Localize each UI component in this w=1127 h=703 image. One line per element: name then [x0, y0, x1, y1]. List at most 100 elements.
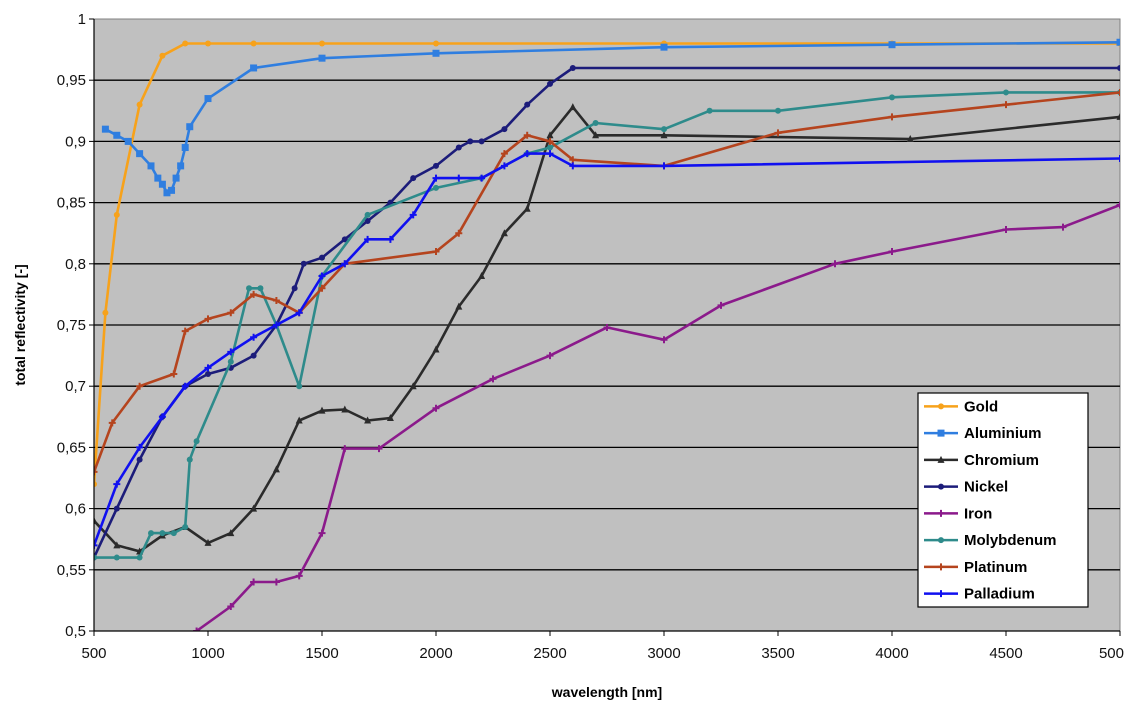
x-axis-title: wavelength [nm] [551, 684, 662, 700]
data-point-chromium [295, 416, 303, 424]
data-point-palladium [500, 162, 508, 170]
data-point-nickel [291, 285, 298, 292]
data-point-palladium [455, 174, 463, 182]
data-point-palladium [250, 333, 258, 341]
data-point-nickel [467, 138, 474, 145]
data-point-molybdenum [170, 530, 177, 537]
data-point-platinum [318, 284, 326, 292]
data-point-palladium [409, 211, 417, 219]
data-point-chromium [432, 345, 440, 353]
data-point-nickel [433, 162, 439, 169]
data-point-nickel [501, 126, 508, 133]
data-point-iron [546, 352, 554, 360]
data-point-molybdenum [706, 107, 713, 114]
data-point-platinum [94, 468, 98, 476]
data-point-chromium [250, 504, 258, 512]
data-point-aluminium [177, 162, 185, 170]
legend-marker-iron [937, 509, 945, 517]
data-point-iron [295, 572, 303, 580]
legend-label-palladium: Palladium [964, 586, 1035, 603]
data-point-palladium [341, 260, 349, 268]
data-point-molybdenum [227, 358, 234, 365]
y-tick-label: 0,55 [57, 562, 86, 579]
data-point-platinum [272, 297, 280, 305]
data-point-molybdenum [547, 144, 553, 151]
legend-marker-palladium [937, 590, 945, 598]
x-tick-label: 1000 [191, 645, 224, 662]
data-point-chromium [1116, 112, 1120, 120]
data-point-nickel [341, 236, 348, 243]
data-point-nickel [136, 456, 143, 463]
legend-label-molybdenum: Molybdenum [964, 532, 1057, 549]
data-point-platinum [250, 290, 258, 298]
data-point-aluminium [168, 186, 176, 194]
data-point-platinum [181, 327, 189, 335]
data-point-chromium [592, 131, 600, 139]
data-point-nickel [478, 138, 485, 145]
data-point-nickel [250, 352, 257, 359]
legend: Gold Aluminium Chromium Nickel Iron Molybdenu… [917, 392, 1089, 608]
data-point-iron [193, 627, 201, 631]
y-tick-label: 1 [78, 11, 86, 28]
x-tick-label: 4000 [875, 645, 908, 662]
data-point-molybdenum [296, 383, 303, 390]
data-point-aluminium [204, 95, 212, 103]
x-tick-label: 1500 [305, 645, 338, 662]
data-point-palladium [181, 382, 189, 390]
legend-marker-chromium [937, 455, 945, 463]
data-point-chromium [478, 272, 486, 280]
data-point-gold [94, 481, 97, 488]
data-point-aluminium [1116, 38, 1120, 46]
data-point-palladium [136, 443, 144, 451]
data-point-iron [489, 375, 497, 383]
data-point-platinum [888, 113, 896, 121]
data-point-gold [250, 40, 257, 47]
data-point-palladium [364, 235, 372, 243]
data-point-chromium [523, 204, 531, 212]
data-point-chromium [569, 103, 577, 111]
legend-marker-molybdenum [938, 537, 944, 544]
data-point-palladium [272, 321, 280, 329]
data-point-nickel [1117, 64, 1120, 71]
legend-entry-palladium: Palladium [924, 586, 1035, 603]
x-tick-label: 3500 [761, 645, 794, 662]
x-tick-label: 2500 [533, 645, 566, 662]
data-point-platinum [523, 131, 531, 139]
data-point-chromium [386, 414, 394, 422]
data-point-aluminium [101, 125, 109, 133]
data-point-platinum [136, 382, 144, 390]
data-point-aluminium [163, 189, 171, 197]
y-tick-label: 0,95 [57, 72, 86, 89]
series-chromium [94, 103, 1120, 555]
data-point-platinum [227, 309, 235, 317]
data-point-iron [831, 260, 839, 268]
x-tick-label: 500 [1099, 645, 1124, 662]
data-point-molybdenum [193, 438, 200, 445]
data-point-palladium [318, 272, 326, 280]
data-point-gold [433, 40, 439, 47]
data-point-iron [227, 603, 235, 611]
legend-label-iron: Iron [964, 505, 992, 522]
data-point-iron [250, 578, 258, 586]
data-point-chromium [318, 406, 326, 414]
data-point-molybdenum [592, 120, 599, 127]
legend-marker-platinum [937, 563, 945, 571]
data-point-iron [432, 404, 440, 412]
data-point-molybdenum [186, 456, 193, 463]
data-point-nickel [569, 64, 576, 71]
data-point-chromium [204, 538, 212, 546]
y-tick-label: 0,75 [57, 317, 86, 334]
data-point-chromium [341, 405, 349, 413]
data-point-iron [603, 323, 611, 331]
data-point-nickel [410, 175, 417, 182]
data-point-molybdenum [661, 126, 667, 133]
data-point-gold [113, 211, 120, 218]
data-point-chromium [660, 131, 668, 139]
data-point-iron [888, 248, 896, 256]
legend-entry-aluminium: Aluminium [924, 425, 1042, 442]
data-point-aluminium [172, 174, 180, 182]
legend-entry-molybdenum: Molybdenum [924, 532, 1057, 549]
data-point-iron [375, 445, 383, 453]
data-point-aluminium [158, 180, 166, 188]
x-tick-label: 2000 [419, 645, 452, 662]
